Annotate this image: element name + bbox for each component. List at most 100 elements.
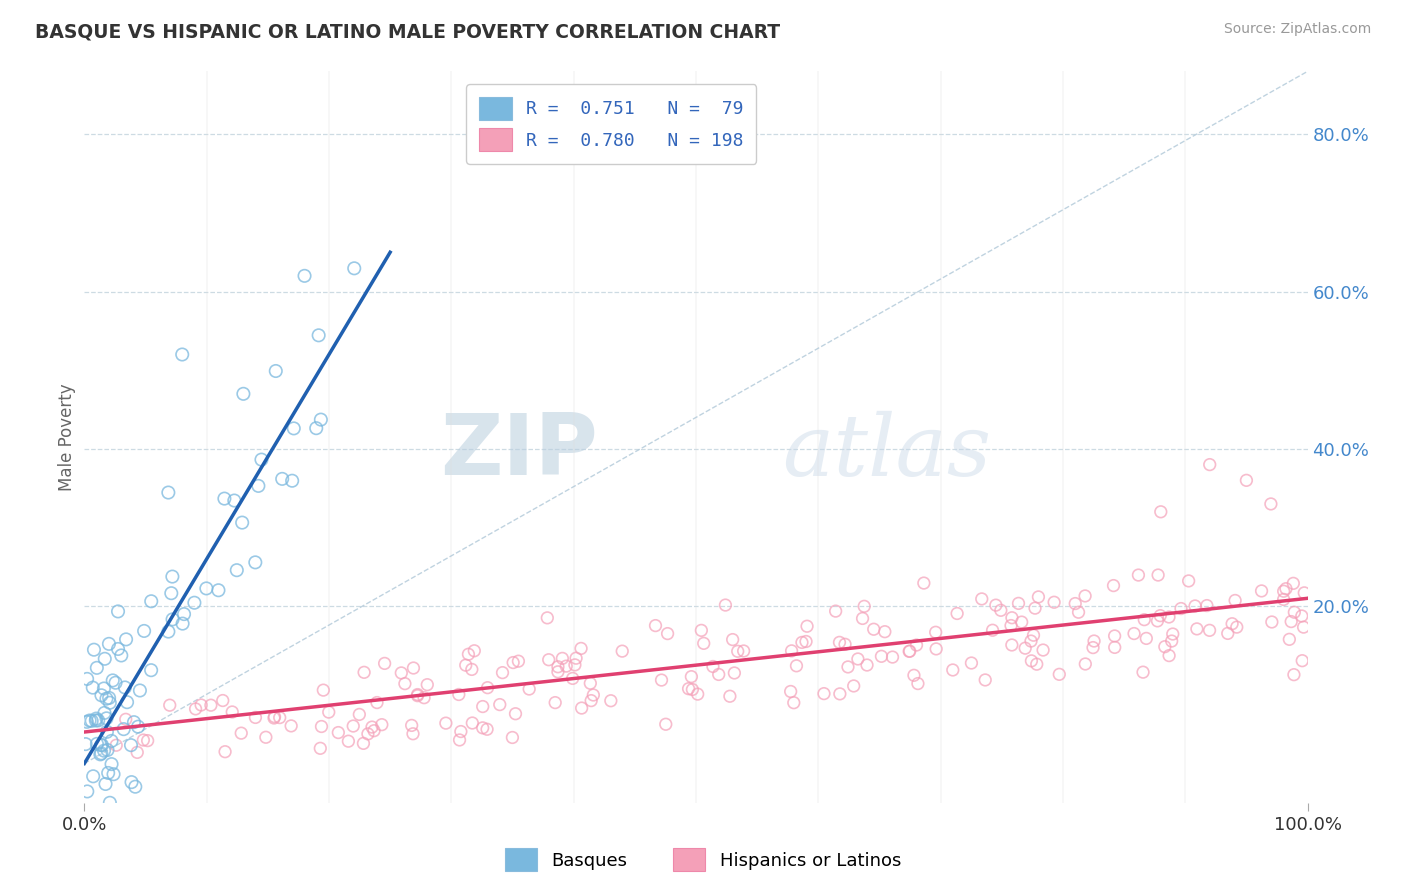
Point [309, 741, 332, 756]
Point [1185, 622, 1208, 636]
Point [924, 625, 946, 640]
Point [132, 624, 155, 638]
Point [447, 688, 470, 702]
Point [184, 702, 207, 716]
Point [247, 479, 270, 493]
Point [1022, 628, 1045, 642]
Point [449, 733, 471, 747]
Point [1294, 586, 1316, 600]
Point [907, 676, 929, 690]
Point [779, 684, 801, 698]
Point [551, 651, 574, 665]
Point [96, 691, 118, 706]
Point [349, 707, 371, 722]
Point [903, 668, 925, 682]
Point [190, 698, 212, 712]
Point [96, 743, 118, 757]
Point [1291, 654, 1313, 668]
Point [94, 777, 117, 791]
Point [416, 678, 439, 692]
Point [1220, 616, 1243, 631]
Point [107, 604, 129, 618]
Point [1067, 605, 1090, 619]
Point [1104, 629, 1126, 643]
Point [162, 569, 184, 583]
Point [681, 670, 703, 684]
Point [245, 555, 267, 569]
Point [707, 667, 730, 681]
Point [96, 711, 118, 725]
Point [311, 719, 333, 733]
Point [1272, 592, 1295, 607]
Point [1157, 610, 1180, 624]
Point [1032, 643, 1054, 657]
Point [100, 757, 122, 772]
Point [1160, 634, 1182, 648]
Point [76, 672, 98, 686]
Point [361, 720, 384, 734]
Point [912, 576, 935, 591]
Point [97, 637, 120, 651]
Point [402, 661, 425, 675]
Point [173, 607, 195, 621]
Text: atlas: atlas [782, 410, 991, 493]
Point [1291, 609, 1313, 624]
Point [105, 738, 128, 752]
Point [1149, 608, 1171, 623]
Point [84, 714, 107, 728]
Point [1132, 665, 1154, 680]
Point [898, 644, 921, 658]
Point [1024, 601, 1046, 615]
Point [505, 706, 527, 721]
Point [1223, 593, 1246, 607]
Point [1150, 505, 1173, 519]
Point [86, 737, 108, 751]
Point [214, 745, 236, 759]
Point [1021, 654, 1043, 668]
Point [115, 632, 138, 647]
Point [328, 725, 350, 739]
Point [337, 734, 360, 748]
Point [508, 654, 530, 668]
Point [681, 682, 703, 697]
Point [1025, 657, 1047, 672]
Point [83, 642, 105, 657]
Point [283, 421, 305, 435]
Point [970, 591, 993, 606]
Point [984, 598, 1007, 612]
Point [794, 634, 817, 648]
Point [371, 717, 394, 731]
Point [1146, 614, 1168, 628]
Point [1064, 597, 1087, 611]
Point [824, 604, 846, 618]
Point [90, 747, 112, 761]
Point [93, 681, 115, 696]
Point [294, 268, 316, 283]
Point [114, 681, 136, 695]
Point [101, 673, 124, 688]
Point [280, 719, 302, 733]
Point [693, 636, 716, 650]
Point [402, 727, 425, 741]
Point [231, 726, 253, 740]
Point [107, 642, 129, 657]
Point [686, 687, 709, 701]
Point [783, 696, 806, 710]
Point [305, 421, 328, 435]
Point [389, 665, 412, 680]
Point [733, 644, 755, 658]
Point [122, 715, 145, 730]
Point [343, 261, 366, 276]
Point [475, 723, 498, 737]
Point [120, 738, 142, 752]
Point [657, 626, 679, 640]
Point [172, 616, 194, 631]
Point [141, 594, 163, 608]
Point [834, 637, 856, 651]
Text: ZIP: ZIP [440, 410, 598, 493]
Point [245, 710, 267, 724]
Point [477, 681, 499, 695]
Point [1170, 601, 1192, 615]
Point [93, 706, 115, 720]
Point [537, 653, 560, 667]
